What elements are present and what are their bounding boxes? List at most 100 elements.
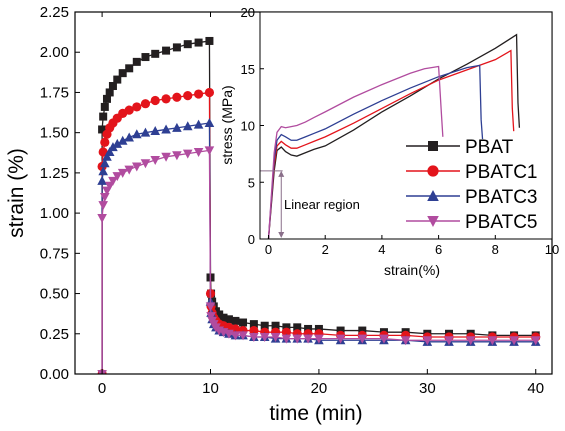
main-data-point-pbatc3 <box>204 118 215 128</box>
inset-series-line-pbat <box>267 33 521 239</box>
main-y-tick-label: 0.75 <box>40 245 69 262</box>
inset-y-axis-label: stress (MPa) <box>219 85 235 164</box>
inset-x-tick-label: 8 <box>492 242 499 257</box>
main-data-point-pbatc1 <box>150 95 160 106</box>
main-data-point-pbatc1 <box>132 102 142 112</box>
main-x-tick-label: 20 <box>311 380 328 397</box>
main-data-point-pbatc5 <box>281 334 292 344</box>
main-series-layer <box>97 36 541 374</box>
main-x-tick-label: 10 <box>202 380 219 397</box>
main-data-point-pbat <box>260 321 269 330</box>
main-y-axis-label: strain (%) <box>5 148 28 238</box>
inset-series-line-pbatc1 <box>267 49 515 239</box>
main-data-point-pbat <box>151 49 160 58</box>
main-chart: 0 10 20 30 400.000.250.500.751.001.251.501.7… <box>5 4 553 425</box>
main-data-point-pbatc3 <box>124 132 135 142</box>
main-y-tick-label: 1.00 <box>40 205 69 222</box>
main-data-point-pbat <box>125 64 134 73</box>
main-data-point-pbatc5 <box>249 332 259 342</box>
main-data-point-pbat <box>293 323 302 332</box>
main-data-point-pbatc1 <box>204 87 215 98</box>
main-data-point-pbatc3 <box>131 129 142 139</box>
main-data-point-pbatc5 <box>108 176 118 186</box>
linear-region-arrow-down <box>278 232 285 238</box>
main-y-tick-label: 1.50 <box>40 125 69 142</box>
legend-marker-pbat <box>428 141 438 151</box>
legend-label-pbat: PBAT <box>465 137 514 158</box>
main-data-point-pbatc5 <box>400 336 411 346</box>
main-x-tick-label: 0 <box>98 380 106 397</box>
main-data-point-pbatc5 <box>100 193 110 203</box>
inset-y-tick-label: 5 <box>248 175 255 190</box>
main-x-tick-label: 40 <box>527 380 544 397</box>
main-data-point-pbatc1 <box>100 137 110 147</box>
main-data-point-pbatc5 <box>379 334 389 344</box>
main-data-point-pbat <box>194 38 203 47</box>
inset-series-layer <box>267 33 521 239</box>
linear-region-arrow-up <box>278 170 285 177</box>
main-data-point-pbat <box>118 69 127 78</box>
main-data-point-pbatc1 <box>230 324 241 334</box>
main-data-point-pbatc3 <box>172 122 182 132</box>
main-data-point-pbat <box>108 82 117 91</box>
main-data-point-pbatc3 <box>182 121 193 131</box>
main-tick-layer: 0 10 20 30 400.000.250.500.751.001.251.501.7… <box>40 4 544 397</box>
main-data-point-pbat <box>100 102 109 111</box>
inset-x-axis-label: strain(%) <box>384 262 440 278</box>
main-data-point-pbat <box>205 36 214 45</box>
main-data-point-pbat <box>102 94 111 103</box>
main-y-tick-label: 1.25 <box>40 165 69 182</box>
inset-y-tick-label: 10 <box>241 119 255 134</box>
main-data-point-pbatc3 <box>97 175 107 185</box>
inset-background <box>260 12 552 239</box>
main-data-point-pbat <box>282 323 291 332</box>
main-data-point-pbat <box>239 318 248 327</box>
main-data-point-pbat <box>219 313 228 322</box>
main-y-tick-label: 0.25 <box>40 326 69 343</box>
main-data-point-pbatc5 <box>97 213 107 223</box>
main-data-point-pbatc5 <box>206 312 216 322</box>
main-data-point-pbat <box>98 125 107 134</box>
main-x-axis-label: time (min) <box>269 402 362 425</box>
main-data-point-pbat <box>215 310 224 319</box>
main-y-tick-label: 0.50 <box>40 286 69 303</box>
main-data-point-pbat <box>304 324 313 333</box>
inset-x-tick-label: 10 <box>545 242 559 257</box>
main-data-point-pbatc1 <box>161 94 171 104</box>
main-data-point-pbatc5 <box>422 336 433 346</box>
inset-y-tick-label: 20 <box>241 5 255 20</box>
legend-label-pbatc3: PBATC3 <box>465 187 538 208</box>
main-data-point-pbatc3 <box>98 166 108 176</box>
main-data-point-pbatc5 <box>238 331 248 341</box>
main-data-point-pbatc5 <box>124 165 135 175</box>
inset-y-tick-label: 15 <box>241 62 255 77</box>
main-data-point-pbatc5 <box>335 334 346 344</box>
main-data-point-pbatc1 <box>193 89 204 99</box>
main-y-tick-label: 2.00 <box>40 44 69 61</box>
main-data-point-pbatc5 <box>117 168 128 178</box>
main-data-point-pbat <box>172 43 181 52</box>
main-data-point-pbat <box>162 46 171 55</box>
main-data-point-pbat <box>314 324 323 333</box>
main-data-point-pbatc5 <box>140 159 151 169</box>
main-data-point-pbatc5 <box>161 152 171 162</box>
main-data-point-pbat <box>183 40 192 49</box>
main-data-point-pbatc3 <box>150 126 161 136</box>
linear-region-marker <box>260 170 285 238</box>
main-data-point-pbatc5 <box>112 172 123 182</box>
main-y-tick-label: 2.25 <box>40 4 69 21</box>
main-y-tick-label: 1.75 <box>40 84 69 101</box>
linear-region-label: Linear region <box>284 197 360 212</box>
main-data-point-pbatc3 <box>108 142 118 152</box>
main-data-point-pbat <box>249 320 258 329</box>
main-data-point-pbat <box>113 75 122 84</box>
inset-y-tick-label: 0 <box>248 232 255 247</box>
legend-marker-pbatc5 <box>427 216 439 227</box>
inset-x-tick-label: 6 <box>435 242 442 257</box>
main-data-point-pbatc5 <box>303 334 313 344</box>
main-data-point-pbat <box>141 53 150 62</box>
main-data-point-pbatc5 <box>150 156 161 166</box>
